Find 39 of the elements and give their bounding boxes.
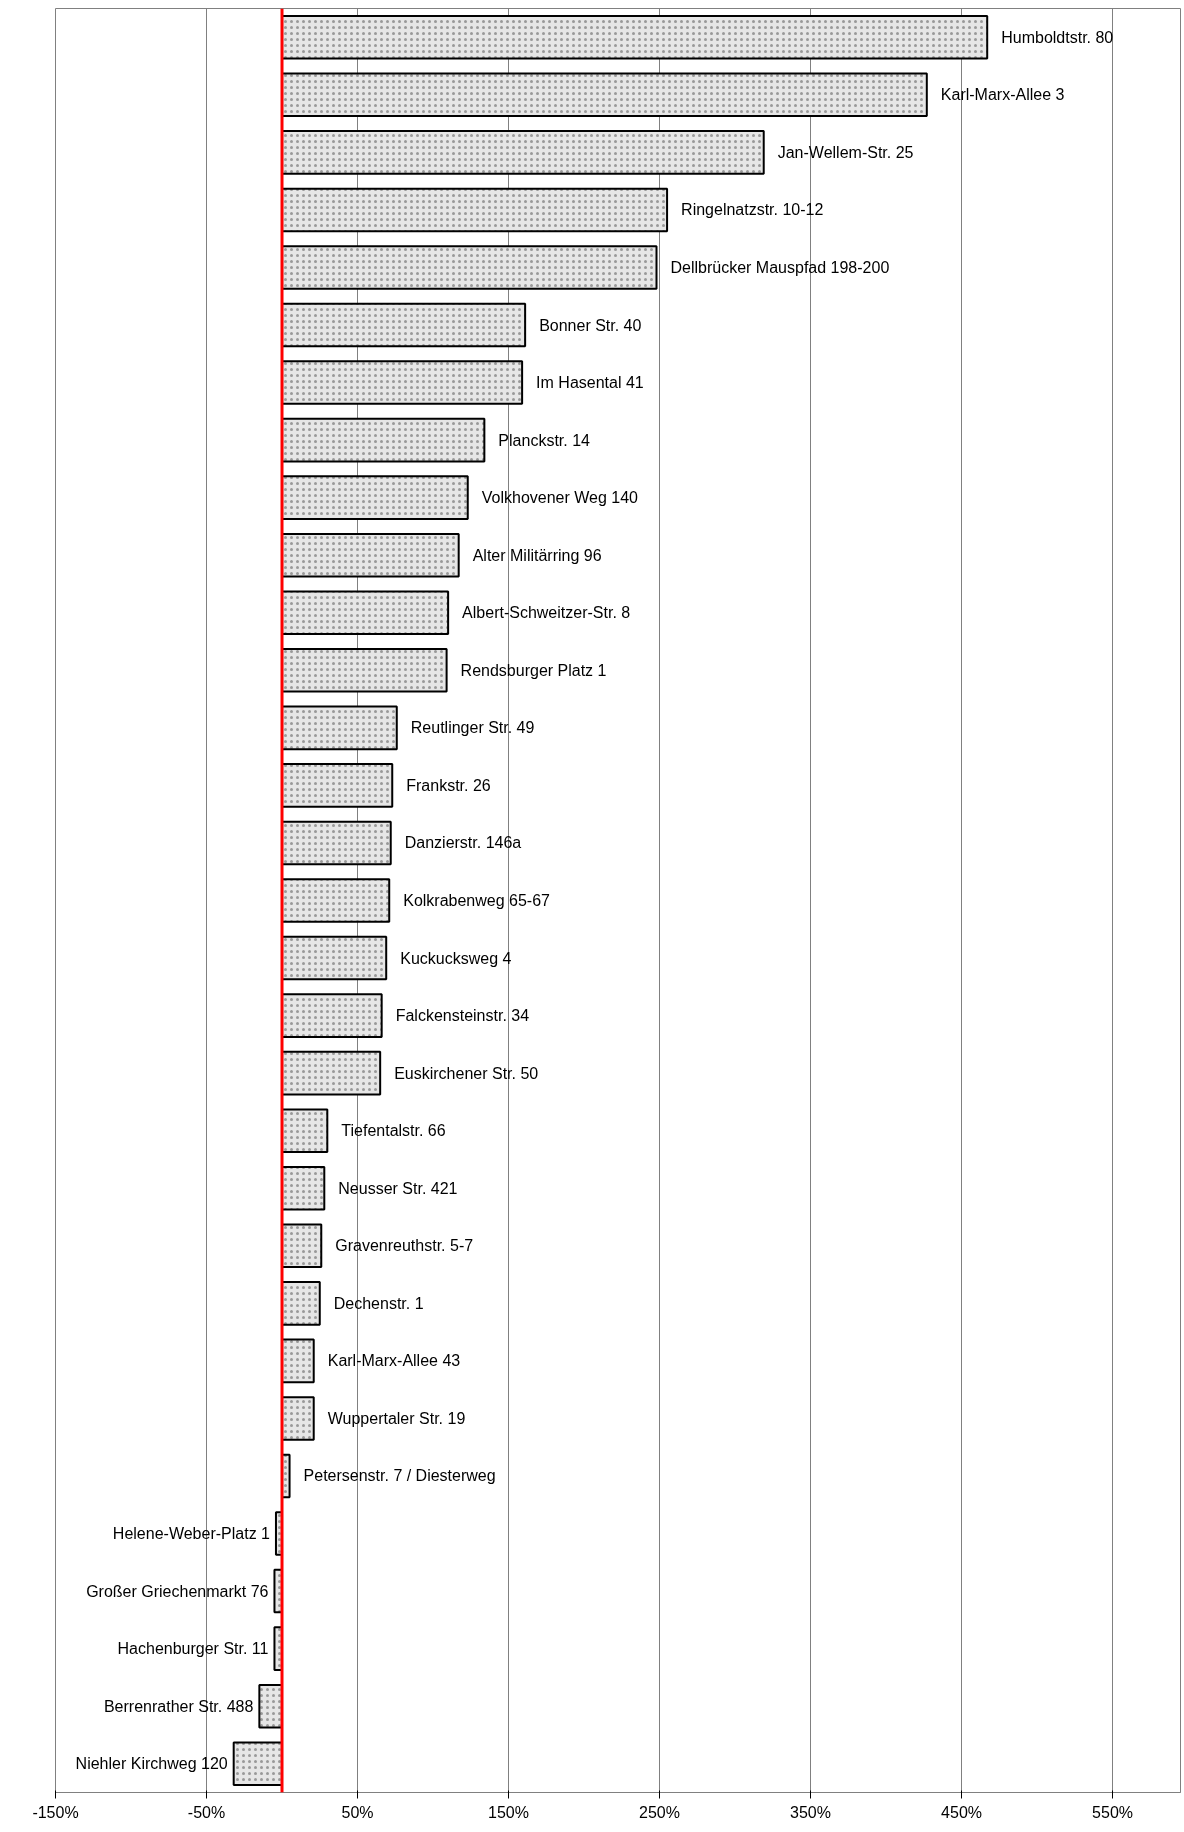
y-tick-label: Petersenstr. 7 / Diesterweg: [303, 1467, 496, 1485]
y-tick-label: Euskirchener Str. 50: [394, 1064, 539, 1082]
y-tick-label: Im Hasental 41: [536, 374, 644, 392]
x-tick-label: 450%: [941, 1803, 982, 1821]
x-tick-label: 150%: [488, 1803, 529, 1821]
x-tick-label: 50%: [341, 1803, 374, 1821]
y-tick-label: Planckstr. 14: [498, 431, 591, 449]
y-tick-label: Humboldtstr. 80: [1001, 28, 1114, 46]
y-tick-label: Danzierstr. 146a: [404, 834, 522, 852]
y-tick-label: Albert-Schweitzer-Str. 8: [462, 604, 631, 622]
y-tick-label: Ringelnatzstr. 10-12: [681, 201, 824, 219]
y-tick-label: Hachenburger Str. 11: [117, 1640, 269, 1658]
y-tick-label: Rendsburger Platz 1: [460, 661, 607, 679]
y-tick-label: Gravenreuthstr. 5-7: [335, 1237, 474, 1255]
y-tick-label: Falckensteinstr. 34: [395, 1007, 530, 1025]
x-tick-label: -150%: [32, 1803, 79, 1821]
y-tick-label: Reutlinger Str. 49: [410, 719, 535, 737]
y-tick-label: Bonner Str. 40: [539, 316, 642, 334]
x-tick-label: 250%: [639, 1803, 680, 1821]
x-tick-label: 350%: [790, 1803, 831, 1821]
y-tick-label: Frankstr. 26: [406, 776, 491, 794]
y-tick-label: Neusser Str. 421: [338, 1179, 458, 1197]
y-tick-label: Alter Militärring 96: [472, 546, 602, 564]
x-tick-label: 550%: [1092, 1803, 1134, 1821]
y-tick-label: Helene-Weber-Platz 1: [112, 1525, 271, 1543]
y-tick-label: Karl-Marx-Allee 43: [327, 1352, 461, 1370]
y-tick-label: Karl-Marx-Allee 3: [940, 86, 1065, 104]
y-tick-label: Wuppertaler Str. 19: [327, 1409, 466, 1427]
y-tick-label: Tiefentalstr. 66: [341, 1122, 446, 1140]
y-tick-label: Großer Griechenmarkt 76: [86, 1582, 269, 1600]
y-tick-label: Volkhovener Weg 140: [481, 489, 639, 507]
y-tick-label: Kuckucksweg 4: [400, 949, 512, 967]
y-tick-label: Niehler Kirchweg 120: [75, 1755, 228, 1773]
y-tick-label: Dechenstr. 1: [333, 1294, 424, 1312]
y-tick-label: Berrenrather Str. 488: [103, 1697, 254, 1715]
x-tick-label: -50%: [187, 1803, 226, 1821]
y-tick-label: Dellbrücker Mauspfad 198-200: [670, 258, 890, 276]
y-tick-label: Kolkrabenweg 65-67: [403, 892, 551, 909]
y-tick-label: Jan-Wellem-Str. 25: [777, 143, 914, 161]
